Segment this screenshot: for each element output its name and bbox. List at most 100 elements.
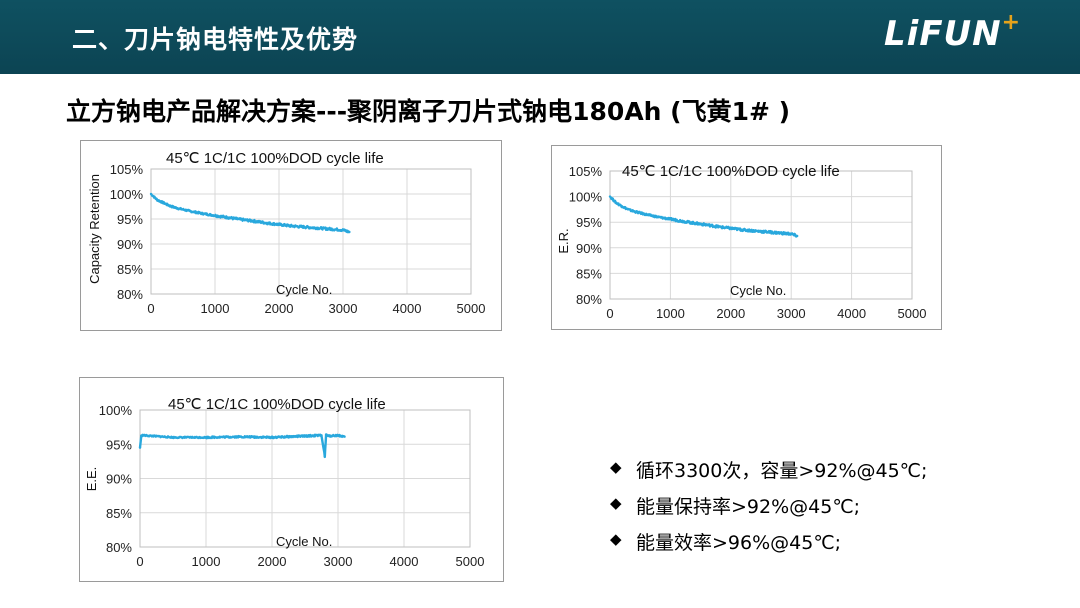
logo-plus: + xyxy=(1001,10,1022,35)
data-point xyxy=(201,212,204,215)
x-tick-label: 5000 xyxy=(456,554,485,569)
y-tick-label: 85% xyxy=(106,506,132,521)
y-tick-label: 90% xyxy=(106,472,132,487)
y-tick-label: 85% xyxy=(576,266,602,281)
header-bar: 二、刀片钠电特性及优势 LiFUN+ xyxy=(0,0,1080,74)
energy-retention-chart: 80% 85% 90% 95% 100% 105% 0 1000 2000 3000 4000 500… xyxy=(556,163,927,321)
data-point xyxy=(681,220,684,223)
diamond-icon: ◆ xyxy=(610,458,622,476)
data-point xyxy=(705,223,708,226)
x-tick-label: 5000 xyxy=(898,306,927,321)
capacity-retention-chart-panel: 80% 85% 90% 95% 100% 105% 0 1000 2000 3000 4000 500… xyxy=(80,140,502,331)
data-point xyxy=(765,230,769,234)
data-point xyxy=(343,435,346,438)
series-line xyxy=(138,433,346,459)
x-tick-label: 1000 xyxy=(192,554,221,569)
series-line xyxy=(150,193,351,234)
data-point xyxy=(669,217,672,221)
data-point xyxy=(270,436,274,439)
data-point xyxy=(326,434,330,438)
y-tick-label: 90% xyxy=(117,237,143,252)
x-axis-label: Cycle No. xyxy=(730,283,786,298)
x-tick-label: 4000 xyxy=(390,554,419,569)
data-point xyxy=(171,436,175,439)
data-point xyxy=(265,221,268,225)
capacity-retention-chart: 80% 85% 90% 95% 100% 105% 0 1000 2000 3000 4000 500… xyxy=(87,150,486,316)
data-point xyxy=(741,228,745,232)
data-point xyxy=(341,228,345,232)
lifun-logo: LiFUN+ xyxy=(884,10,1021,54)
x-tick-label: 2000 xyxy=(258,554,287,569)
y-tick-label: 100% xyxy=(569,190,603,205)
list-item: ◆ 能量效率>96%@45℃; xyxy=(610,528,927,564)
data-point xyxy=(226,216,229,219)
y-tick-label: 105% xyxy=(110,162,144,177)
energy-retention-chart-panel: 80% 85% 90% 95% 100% 105% 0 1000 2000 3000 4000 500… xyxy=(551,145,942,330)
data-point xyxy=(693,222,696,225)
x-tick-label: 3000 xyxy=(324,554,353,569)
x-tick-label: 2000 xyxy=(716,306,745,321)
data-point xyxy=(633,210,636,213)
x-tick-label: 0 xyxy=(136,554,143,569)
data-point xyxy=(138,446,142,449)
data-point xyxy=(277,223,281,226)
x-axis-label: Cycle No. xyxy=(276,282,332,297)
data-point xyxy=(753,229,757,233)
series-line xyxy=(609,196,799,238)
data-point xyxy=(324,433,328,436)
plot-area-frame xyxy=(139,409,471,548)
data-point xyxy=(156,198,159,202)
data-point xyxy=(320,434,323,437)
key-points-list: ◆ 循环3300次，容量>92%@45℃; ◆ 能量保持率>92%@45℃; ◆… xyxy=(610,456,927,564)
y-axis-label: E.R. xyxy=(556,228,571,253)
x-tick-label: 0 xyxy=(606,306,613,321)
x-axis-label: Cycle No. xyxy=(276,534,332,549)
data-point xyxy=(626,208,630,211)
chart-title: 45℃ 1C/1C 100%DOD cycle life xyxy=(168,396,386,413)
y-tick-label: 105% xyxy=(569,164,603,179)
y-tick-label: 80% xyxy=(576,292,602,307)
y-tick-label: 85% xyxy=(117,262,143,277)
data-point xyxy=(237,435,241,438)
data-point xyxy=(717,225,720,228)
data-point xyxy=(729,227,732,230)
slide-subtitle: 立方钠电产品解决方案---聚阴离子刀片式钠电180Ah (飞黄1# ) xyxy=(66,97,791,126)
logo-text: LiFUN xyxy=(884,14,1002,54)
x-tick-label: 4000 xyxy=(393,301,422,316)
data-point xyxy=(290,224,293,228)
x-tick-label: 2000 xyxy=(265,301,294,316)
data-point xyxy=(329,227,332,231)
chart-title: 45℃ 1C/1C 100%DOD cycle life xyxy=(622,163,840,180)
data-point xyxy=(252,219,255,223)
data-point xyxy=(303,225,306,229)
chart-title: 45℃ 1C/1C 100%DOD cycle life xyxy=(166,150,384,167)
x-tick-label: 4000 xyxy=(837,306,866,321)
data-point xyxy=(614,201,618,204)
list-item: ◆ 循环3300次，容量>92%@45℃; xyxy=(610,456,927,492)
data-point xyxy=(204,436,208,439)
x-tick-label: 1000 xyxy=(656,306,685,321)
data-point xyxy=(141,434,144,437)
y-tick-label: 95% xyxy=(117,212,143,227)
diamond-icon: ◆ xyxy=(610,530,622,548)
data-point xyxy=(796,234,799,238)
bullet-text: 能量保持率>92%@45℃; xyxy=(636,496,861,518)
data-point xyxy=(608,195,612,198)
data-point xyxy=(149,192,153,196)
plot-area-frame xyxy=(150,168,472,295)
x-tick-label: 5000 xyxy=(457,301,486,316)
y-tick-label: 80% xyxy=(117,287,143,302)
x-tick-label: 3000 xyxy=(777,306,806,321)
y-tick-label: 95% xyxy=(106,437,132,452)
data-point xyxy=(777,231,781,235)
data-point xyxy=(162,201,165,205)
y-tick-label: 100% xyxy=(110,187,144,202)
data-point xyxy=(169,204,172,208)
data-point xyxy=(620,205,624,208)
data-point xyxy=(645,213,648,216)
data-point xyxy=(239,218,242,221)
data-point xyxy=(323,455,326,458)
list-item: ◆ 能量保持率>92%@45℃; xyxy=(610,492,927,528)
data-point xyxy=(152,434,155,438)
y-tick-label: 90% xyxy=(576,241,602,256)
